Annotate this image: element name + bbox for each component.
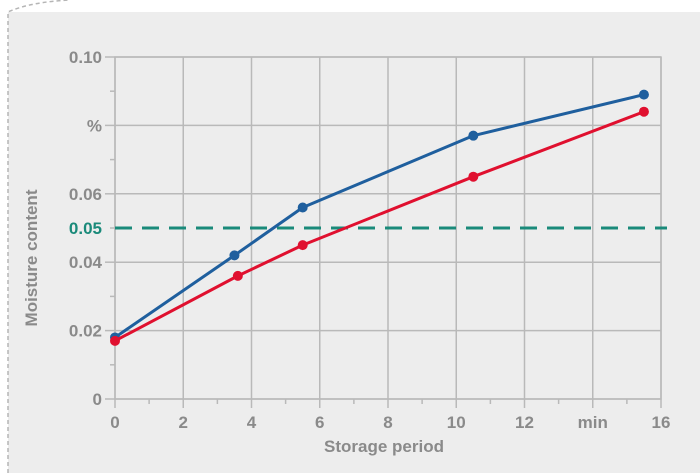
x-tick-label: 12	[515, 413, 534, 432]
reference-line-group: 0.05	[69, 219, 667, 238]
series-1-point	[468, 130, 479, 141]
x-tick-label: 6	[315, 413, 324, 432]
series-2-point	[297, 240, 308, 251]
folded-corner-border	[7, 0, 71, 473]
series-2-point	[638, 106, 649, 117]
series-1-line	[114, 93, 645, 339]
x-tick-label: 16	[652, 413, 671, 432]
y-tick-label: 0.10	[69, 48, 102, 67]
series-2-point	[468, 171, 479, 182]
series-1-point	[229, 250, 240, 261]
y-axis-title: Moisture content	[22, 189, 41, 326]
series-1-point	[297, 202, 308, 213]
series-2-point	[232, 270, 243, 281]
y-tick-label: 0.06	[69, 185, 102, 204]
y-tick-label: 0.04	[69, 253, 103, 272]
series-1-point	[638, 89, 649, 100]
series-group	[110, 89, 649, 346]
y-tick-label: 0.02	[69, 322, 102, 341]
x-tick-label: 2	[179, 413, 188, 432]
x-tick-label: 0	[110, 413, 119, 432]
chart-panel	[8, 12, 700, 473]
x-tick-label: 8	[383, 413, 392, 432]
x-tick-label: 4	[247, 413, 257, 432]
y-tick-label: %	[87, 116, 102, 135]
x-tick-label: min	[578, 413, 608, 432]
reference-line-label: 0.05	[69, 219, 102, 238]
series-2-line	[114, 110, 645, 343]
series-2-point	[110, 335, 120, 346]
tick-labels: 0 2 4 6 8 10 12 min 16 0 0.02 0.04 0.06% 0.10	[69, 48, 671, 432]
y-tick-label: 0	[93, 390, 102, 409]
x-tick-label: 10	[447, 413, 466, 432]
x-axis-title: Storage period	[324, 437, 444, 456]
